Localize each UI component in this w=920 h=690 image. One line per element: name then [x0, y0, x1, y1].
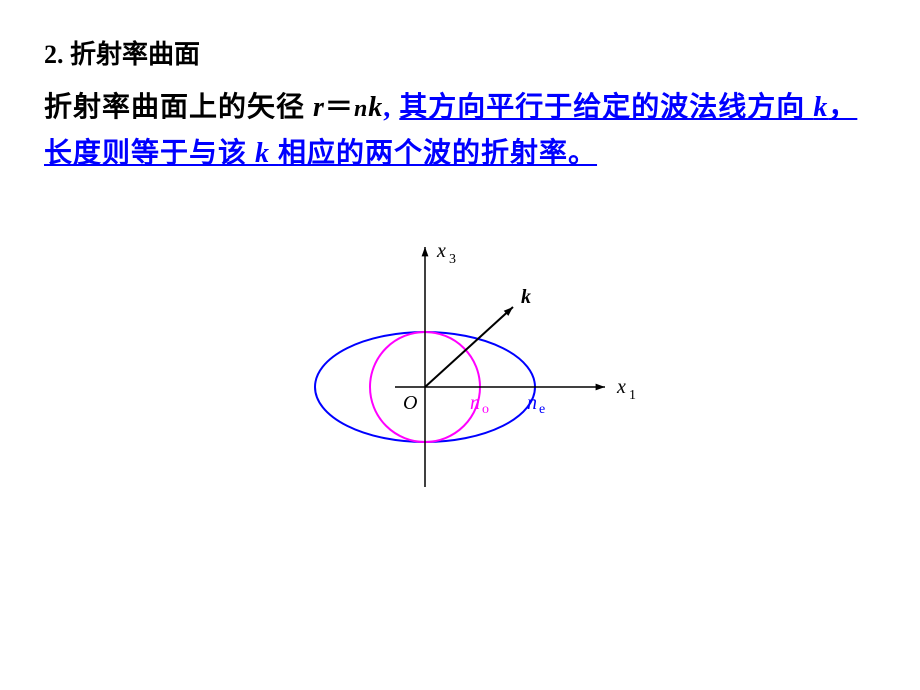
svg-text:k: k — [521, 286, 531, 308]
svg-text:x: x — [436, 240, 446, 262]
svg-text:n: n — [470, 392, 480, 414]
svg-text:x: x — [616, 376, 626, 398]
section-heading: 2. 折射率曲面 — [44, 34, 876, 71]
svg-text:O: O — [403, 392, 417, 414]
sym-k3: k — [255, 138, 278, 169]
sym-eq: ＝ — [325, 92, 354, 123]
svg-text:3: 3 — [449, 252, 456, 267]
text-seg-1: 折射率曲面上的矢径 — [44, 92, 313, 123]
svg-text:n: n — [527, 392, 537, 414]
text-seg-11: 相应的两个波的折射率。 — [278, 138, 597, 169]
diagram-container: x3x1kOnone — [44, 217, 876, 517]
text-comma: , — [383, 92, 399, 123]
body-paragraph: 折射率曲面上的矢径 r＝nk, 其方向平行于给定的波法线方向 k，长度则等于与该… — [44, 85, 876, 177]
svg-text:1: 1 — [629, 388, 636, 403]
sym-r: r — [313, 92, 325, 123]
svg-text:e: e — [539, 402, 545, 417]
sym-n: n — [354, 96, 368, 122]
text-seg-7: 其方向平行于给定的波法线方向 — [399, 92, 813, 123]
svg-text:o: o — [482, 402, 489, 417]
index-surface-diagram: x3x1kOnone — [280, 217, 640, 517]
slide-content: 2. 折射率曲面 折射率曲面上的矢径 r＝nk, 其方向平行于给定的波法线方向 … — [0, 0, 920, 551]
sym-k1: k — [368, 92, 383, 123]
sym-k2: k — [813, 92, 828, 123]
